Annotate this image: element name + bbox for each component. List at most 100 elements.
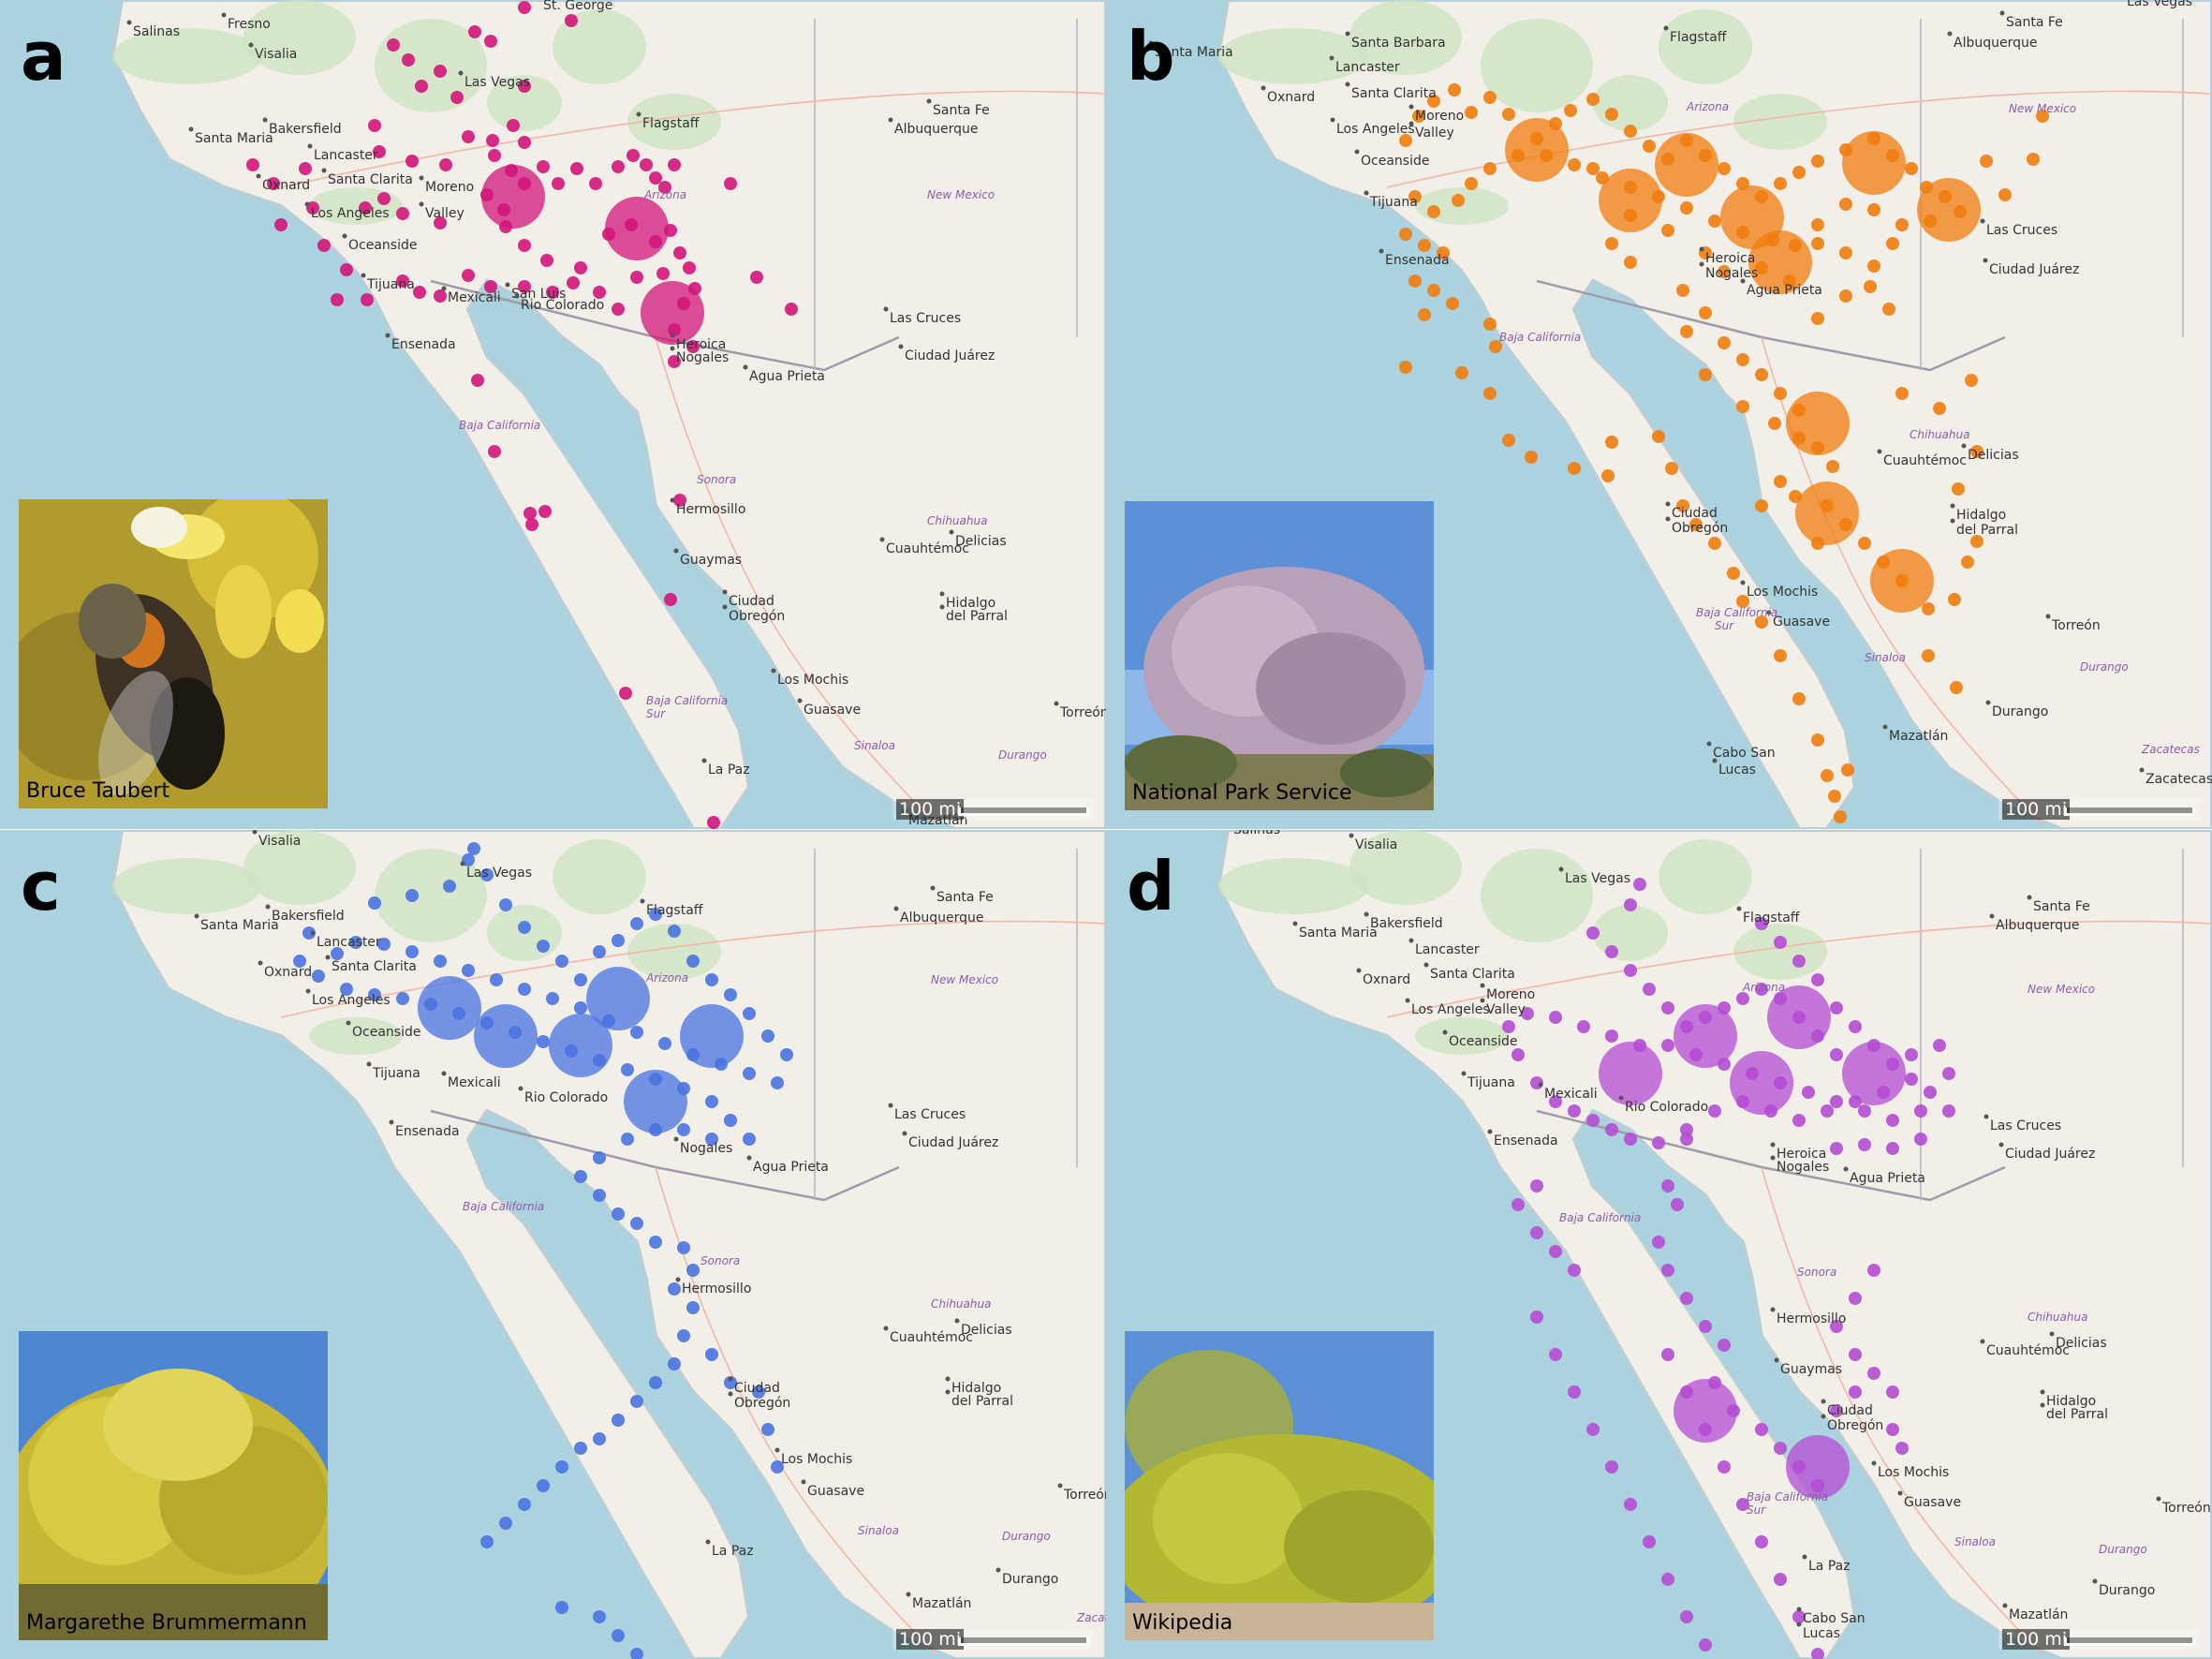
occurrence-point	[546, 286, 559, 299]
city-label: Hermosillo	[1777, 1311, 1846, 1326]
occurrence-point	[1680, 1292, 1693, 1305]
occurrence-point	[267, 177, 280, 190]
occurrence-point	[1661, 224, 1674, 237]
city-marker	[258, 960, 263, 966]
city-marker	[1871, 1460, 1877, 1466]
city-marker	[2027, 895, 2032, 900]
occurrence-point	[1708, 215, 1721, 228]
city-label: Delicias	[1968, 448, 2019, 463]
occurrence-point	[668, 355, 681, 368]
region-label: New Mexico	[927, 188, 995, 201]
occurrence-point	[1811, 1029, 1824, 1043]
occurrence-point	[724, 988, 737, 1001]
occurrence-point	[1849, 1348, 1862, 1361]
occurrence-point	[1418, 308, 1431, 321]
occurrence-point	[1766, 233, 1779, 246]
occurrence-point	[450, 91, 464, 104]
occurrence-point	[1950, 681, 1963, 694]
occurrence-point	[1568, 1385, 1581, 1399]
city-marker	[954, 1318, 960, 1324]
vegetation-area	[1349, 0, 1462, 75]
city-label: Heroica	[1705, 251, 1755, 266]
occurrence-point	[462, 269, 475, 282]
occurrence-point	[688, 282, 701, 295]
scale-label: 100 mi	[896, 1629, 965, 1650]
occurrence-point	[1965, 374, 1978, 387]
city-label: Hermosillo	[682, 1281, 751, 1296]
city-marker	[361, 273, 366, 278]
occurrence-point	[1399, 228, 1412, 241]
occurrence-point	[707, 816, 720, 829]
occurrence-point	[1699, 149, 1712, 162]
occurrence-point	[349, 936, 362, 949]
city-label: Agua Prieta	[1850, 1171, 1925, 1186]
vegetation-area	[1218, 28, 1368, 84]
occurrence-point	[567, 276, 580, 289]
occurrence-point	[1624, 1133, 1637, 1146]
city-label: Albuquerque	[900, 911, 983, 926]
occurrence-point	[1699, 1638, 1712, 1652]
occurrence-point	[1954, 205, 1967, 218]
occurrence-point	[1839, 143, 1852, 156]
flower-petal	[215, 565, 272, 659]
city-label: Las Vegas	[1565, 871, 1630, 886]
occurrence-point	[507, 119, 520, 132]
occurrence-point	[743, 1133, 756, 1146]
occurrence-point	[1895, 574, 1909, 587]
occurrence-point	[1680, 1385, 1693, 1399]
region-label: New Mexico	[2009, 102, 2076, 115]
occurrence-point	[396, 274, 409, 288]
city-marker	[188, 126, 194, 132]
occurrence-point	[1586, 1423, 1600, 1436]
city-label: Valley	[1415, 126, 1454, 141]
occurrence-cluster	[474, 1004, 538, 1068]
occurrence-point	[1671, 1198, 1684, 1211]
occurrence-point	[1605, 1123, 1618, 1136]
occurrence-point	[1680, 134, 1693, 147]
occurrence-point	[377, 192, 391, 205]
occurrence-point	[1736, 1095, 1749, 1108]
city-marker	[1736, 906, 1742, 911]
vegetation-area	[487, 75, 562, 131]
city-marker	[518, 1086, 524, 1091]
occurrence-point	[340, 983, 353, 996]
occurrence-point	[1412, 110, 1425, 123]
occurrence-point	[668, 1282, 681, 1296]
occurrence-point	[627, 149, 640, 162]
occurrence-point	[1605, 1460, 1618, 1474]
occurrence-point	[1905, 1048, 1918, 1061]
occurrence-point	[1624, 256, 1637, 269]
region-label: Arizona	[1742, 981, 1785, 994]
city-marker	[705, 1539, 711, 1545]
region-label: Sinaloa	[1865, 651, 1906, 664]
occurrence-point	[373, 145, 386, 158]
occurrence-point	[537, 1479, 550, 1492]
city-label: La Paz	[708, 763, 750, 778]
city-marker	[1663, 25, 1669, 31]
city-marker	[2092, 1578, 2098, 1584]
occurrence-point	[625, 218, 638, 231]
occurrence-point	[1914, 1104, 1927, 1118]
occurrence-point	[1895, 387, 1909, 400]
city-label: Ciudad Juárez	[2005, 1147, 2095, 1162]
city-marker	[2139, 767, 2145, 773]
occurrence-point	[306, 201, 319, 215]
occurrence-point	[1858, 1138, 1871, 1151]
city-label: Torreón	[1059, 705, 1106, 720]
city-marker	[995, 1567, 1001, 1573]
occurrence-point	[524, 507, 537, 520]
city-marker	[1379, 248, 1384, 254]
occurrence-point	[1867, 259, 1880, 273]
occurrence-point	[1895, 1442, 1909, 1455]
scale-bar: 100 mi	[1998, 1629, 2199, 1650]
occurrence-point	[1811, 1648, 1824, 1659]
occurrence-point	[677, 1123, 690, 1136]
occurrence-point	[761, 1423, 774, 1436]
occurrence-point	[752, 1385, 765, 1399]
occurrence-point	[246, 158, 259, 171]
occurrence-point	[1886, 149, 1899, 162]
city-marker	[728, 1391, 733, 1397]
occurrence-point	[743, 1007, 756, 1020]
occurrence-point	[1718, 1058, 1731, 1071]
highway	[1386, 920, 2212, 1018]
